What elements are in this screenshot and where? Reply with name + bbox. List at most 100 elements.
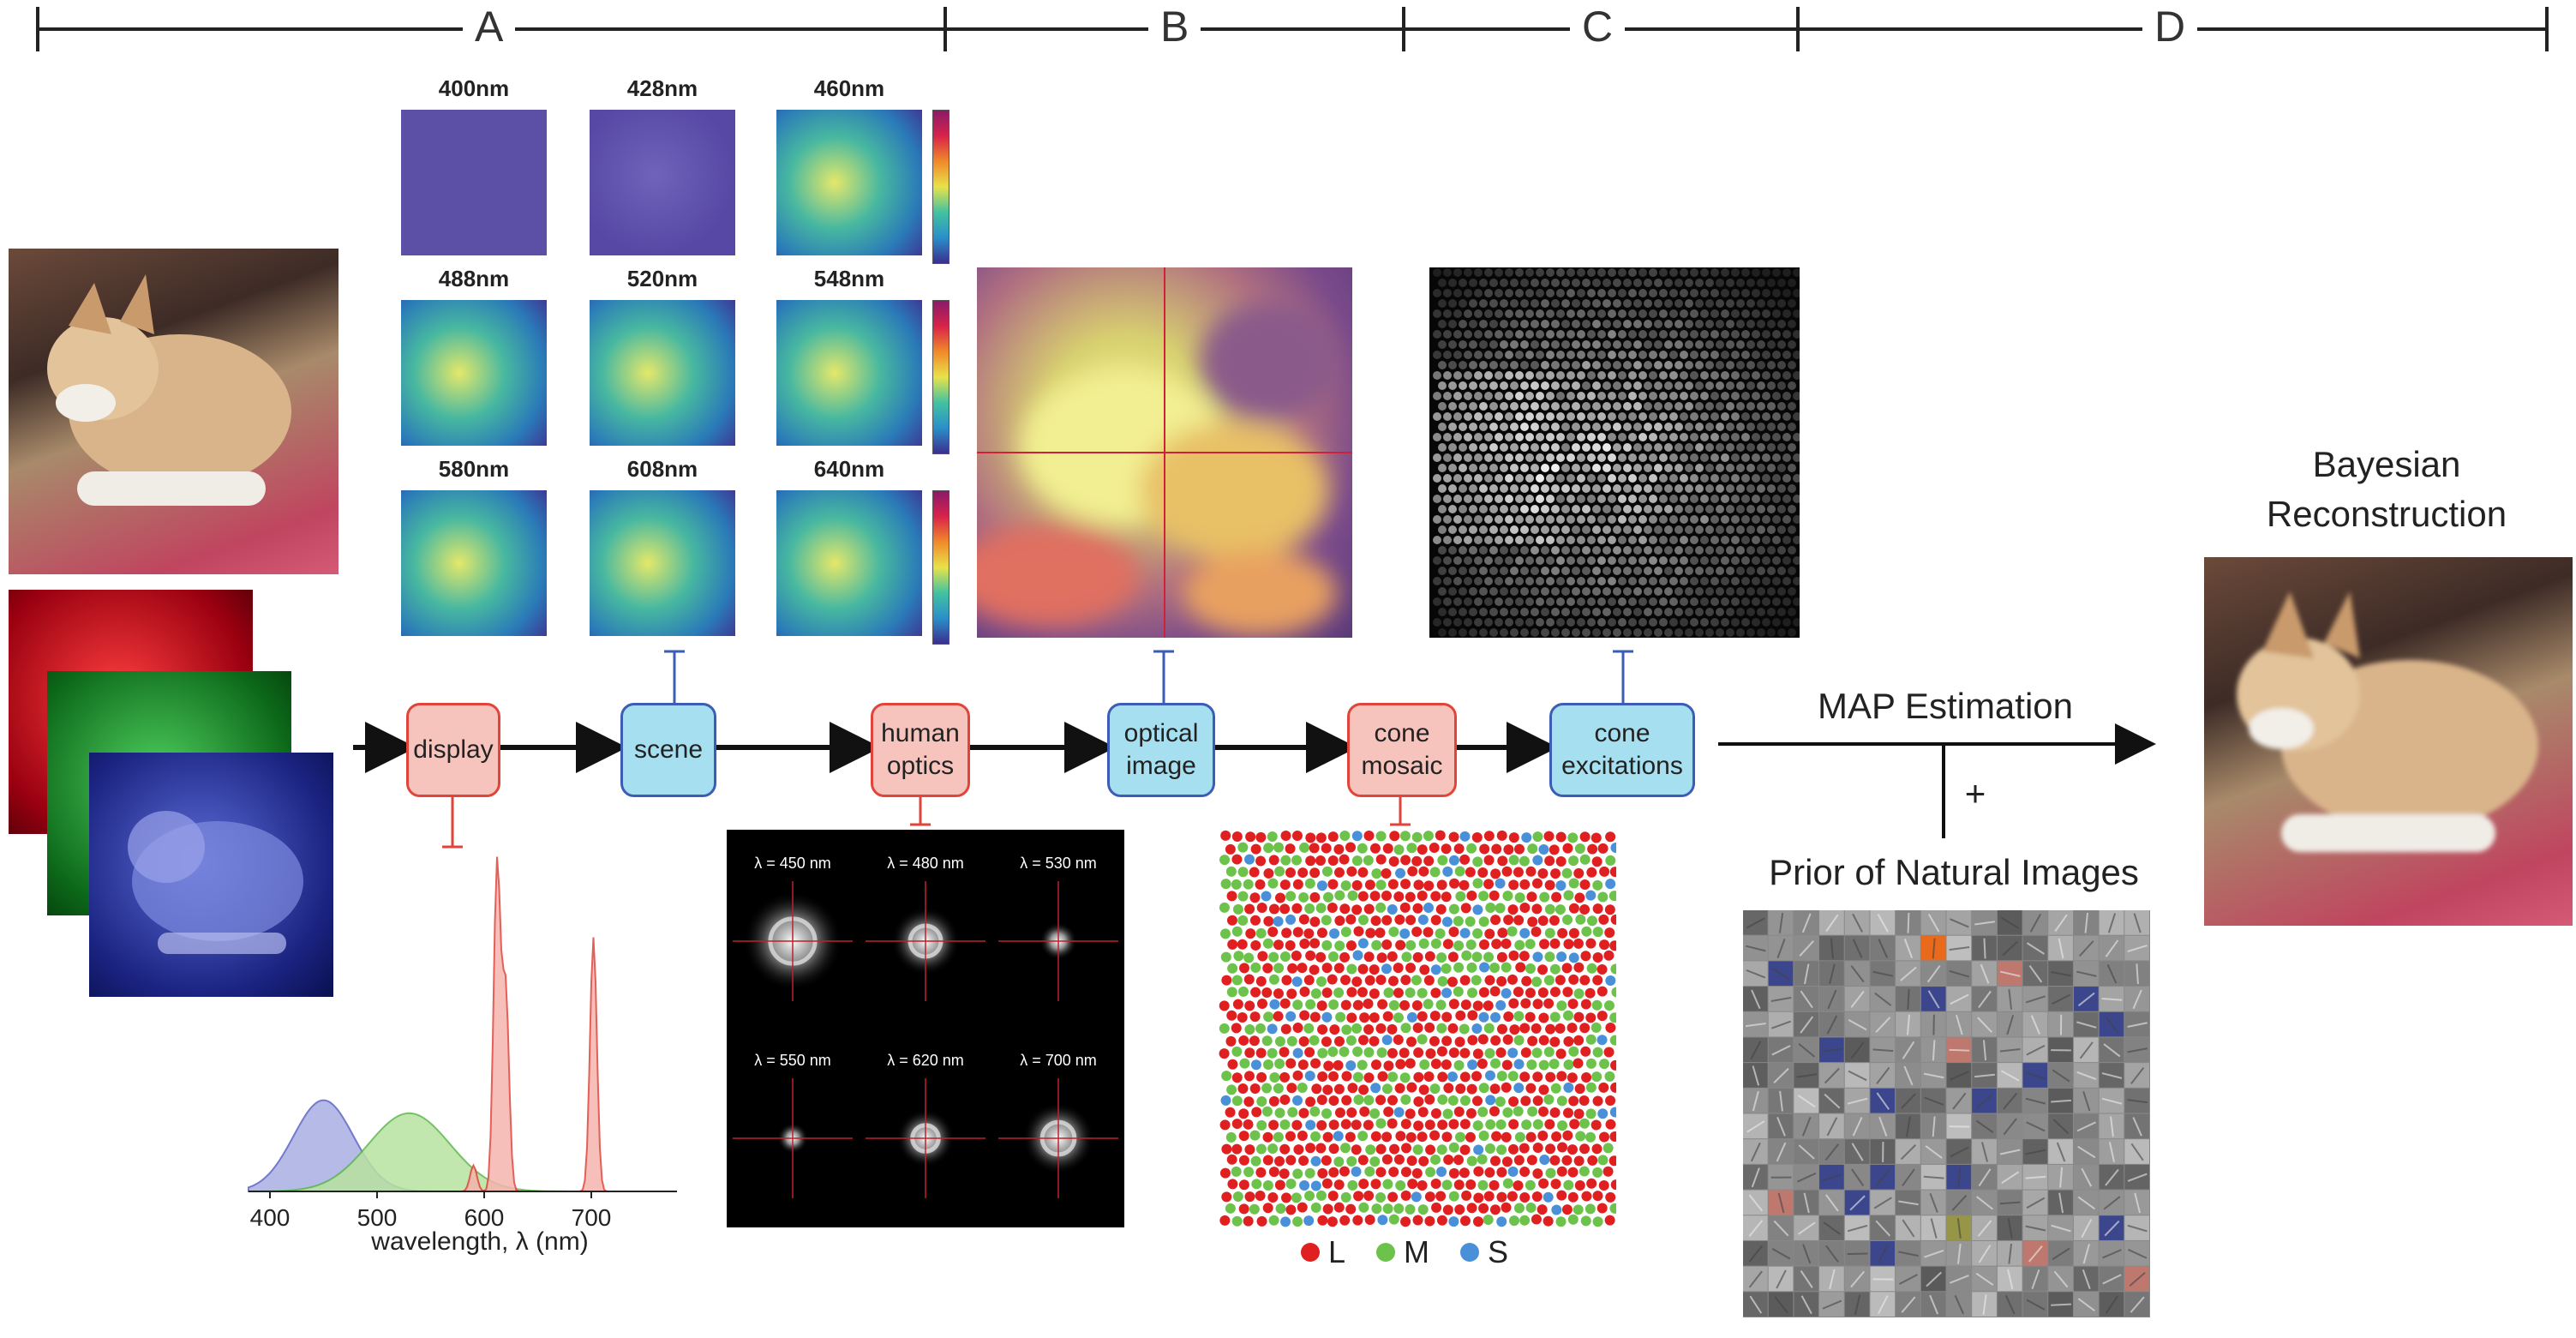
cone-dot bbox=[1369, 964, 1380, 975]
cone-mosaic-image bbox=[1215, 830, 1616, 1231]
excitation-dot bbox=[1736, 608, 1745, 616]
cone-dots bbox=[1219, 830, 1616, 1227]
excitation-dot bbox=[1736, 443, 1745, 452]
excitation-dot bbox=[1628, 597, 1637, 606]
cone-dot bbox=[1537, 1204, 1548, 1215]
cone-dot bbox=[1520, 998, 1531, 1009]
cone-dot bbox=[1375, 1167, 1387, 1178]
cone-dot bbox=[1256, 1071, 1267, 1083]
excitation-dot bbox=[1638, 412, 1647, 421]
cone-dot bbox=[1227, 963, 1238, 974]
cone-dot bbox=[1490, 915, 1501, 926]
cone-dot bbox=[1310, 988, 1321, 999]
cone-dot bbox=[1543, 1215, 1554, 1227]
cone-dot bbox=[1309, 1011, 1321, 1023]
cone-dot bbox=[1561, 1204, 1573, 1215]
excitation-dot bbox=[1736, 381, 1745, 390]
cone-dot bbox=[1472, 1216, 1483, 1227]
excitation-dot bbox=[1762, 618, 1770, 627]
excitation-dot bbox=[1710, 453, 1719, 462]
excitation-dot bbox=[1664, 525, 1673, 534]
excitation-dot bbox=[1459, 320, 1467, 328]
excitation-dot bbox=[1793, 309, 1800, 318]
cone-dot bbox=[1333, 1131, 1344, 1142]
prior-edge bbox=[2025, 995, 2046, 1004]
excitation-dot bbox=[1777, 464, 1786, 472]
excitation-dot bbox=[1520, 340, 1529, 349]
excitation-dot bbox=[1690, 330, 1698, 339]
excitation-dot bbox=[1489, 381, 1498, 390]
excitation-dot bbox=[1649, 577, 1657, 585]
cone-dot bbox=[1249, 1203, 1260, 1215]
excitation-dot bbox=[1515, 351, 1524, 359]
excitation-dot bbox=[1520, 402, 1529, 411]
excitation-dot bbox=[1741, 474, 1750, 483]
prior-edge bbox=[1801, 1116, 1812, 1137]
wavelength-tile bbox=[401, 110, 547, 255]
excitation-dot bbox=[1531, 525, 1539, 534]
prior-edge bbox=[2082, 1091, 2091, 1112]
cone-dot bbox=[1249, 1130, 1261, 1141]
excitation-dot bbox=[1659, 309, 1668, 318]
cone-dot bbox=[1568, 855, 1579, 867]
display-box[interactable]: display bbox=[406, 703, 500, 797]
excitation-dot bbox=[1618, 433, 1626, 441]
prior-edge bbox=[1875, 1017, 1891, 1033]
cone-dot bbox=[1267, 1192, 1279, 1203]
prior-edge bbox=[1798, 1144, 1815, 1160]
cone-excitations-box[interactable]: cone excitations bbox=[1549, 703, 1695, 797]
excitation-dot bbox=[1633, 299, 1642, 308]
excitation-dot bbox=[1618, 371, 1626, 380]
cone-dot bbox=[1453, 962, 1465, 973]
excitation-dot bbox=[1680, 515, 1688, 524]
cone-dot bbox=[1466, 1155, 1477, 1167]
cone-dot bbox=[1357, 987, 1368, 998]
excitation-dot bbox=[1638, 309, 1647, 318]
excitation-dot bbox=[1649, 412, 1657, 421]
cone-dot bbox=[1472, 856, 1483, 867]
cone-dot bbox=[1453, 843, 1465, 855]
scene-box[interactable]: scene bbox=[620, 703, 716, 797]
cone-dot bbox=[1231, 1072, 1243, 1083]
excitation-dot bbox=[1603, 299, 1611, 308]
excitation-dot bbox=[1536, 597, 1544, 606]
cone-dot bbox=[1309, 938, 1321, 949]
excitation-dot bbox=[1582, 546, 1591, 555]
excitation-dot bbox=[1433, 618, 1441, 627]
prior-edge bbox=[2000, 1070, 2020, 1082]
human-optics-box[interactable]: human optics bbox=[871, 703, 970, 797]
s-dot-icon bbox=[1460, 1243, 1480, 1262]
cone-dot bbox=[1333, 987, 1345, 999]
cone-dot bbox=[1225, 843, 1236, 855]
excitation-dot bbox=[1782, 515, 1791, 524]
excitation-dot bbox=[1644, 381, 1652, 390]
excitation-dot bbox=[1731, 309, 1740, 318]
cone-dot bbox=[1407, 1179, 1418, 1190]
excitation-dot bbox=[1664, 505, 1673, 513]
excitation-dot bbox=[1680, 556, 1688, 565]
psf-label: λ = 620 nm bbox=[887, 1052, 964, 1069]
cone-dot bbox=[1315, 951, 1327, 963]
cone-dot bbox=[1375, 831, 1387, 842]
cone-dot bbox=[1495, 878, 1506, 889]
prior-edge bbox=[1874, 992, 1892, 1006]
excitation-dot bbox=[1705, 608, 1714, 616]
prior-edge bbox=[1776, 1142, 1787, 1162]
optical-image-box[interactable]: optical image bbox=[1107, 703, 1215, 797]
cone-mosaic-box[interactable]: cone mosaic bbox=[1347, 703, 1457, 797]
cone-dot bbox=[1543, 975, 1555, 986]
excitation-dot bbox=[1664, 320, 1673, 328]
cone-dot bbox=[1507, 974, 1518, 985]
cone-dot bbox=[1263, 915, 1274, 927]
cone-dot bbox=[1375, 879, 1387, 891]
cone-dot bbox=[1365, 1144, 1376, 1155]
excitation-dot bbox=[1788, 299, 1796, 308]
cone-dot bbox=[1466, 843, 1477, 854]
excitation-dot bbox=[1618, 330, 1626, 339]
excitation-dot bbox=[1608, 453, 1616, 462]
prior-edge bbox=[1898, 1200, 1919, 1206]
excitation-dot bbox=[1443, 453, 1452, 462]
cone-dot bbox=[1387, 1047, 1398, 1059]
cone-dot bbox=[1448, 831, 1459, 843]
excitation-dot bbox=[1644, 628, 1652, 637]
